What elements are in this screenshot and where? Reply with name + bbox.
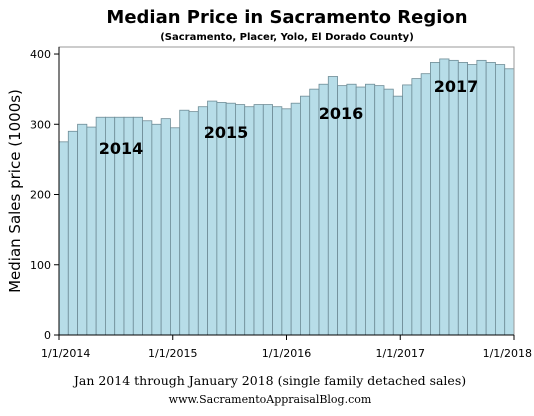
- y-tick-label: 400: [30, 48, 51, 61]
- bar-2016-01: [281, 108, 292, 336]
- bar-2014-01: [58, 141, 69, 336]
- bars: [58, 58, 515, 336]
- bar-2017-02: [402, 84, 413, 336]
- bar-2016-02: [290, 102, 301, 336]
- y-tick-label: 300: [30, 118, 51, 131]
- bar-2017-04: [420, 73, 431, 336]
- bar-2016-03: [300, 95, 311, 336]
- y-tick-label: 0: [44, 329, 51, 342]
- source-url: www.SacramentoAppraisalBlog.com: [169, 393, 372, 406]
- x-axis-caption: Jan 2014 through January 2018 (single fa…: [72, 373, 466, 388]
- bar-2014-02: [67, 130, 78, 336]
- bar-2017-05: [430, 62, 441, 336]
- bar-2016-10: [365, 83, 376, 336]
- bar-2017-10: [476, 59, 487, 336]
- year-annotation-2017: 2017: [434, 77, 479, 96]
- chart-title: Median Price in Sacramento Region: [106, 7, 467, 28]
- x-tick-label: 1/1/2014: [41, 347, 90, 360]
- bar-2017-11: [485, 62, 496, 336]
- bar-2015-01: [170, 127, 181, 336]
- x-tick-label: 1/1/2015: [148, 347, 197, 360]
- bar-2014-04: [86, 126, 97, 336]
- chart-subtitle: (Sacramento, Placer, Yolo, El Dorado Cou…: [160, 32, 414, 43]
- bar-2017-01: [392, 95, 403, 336]
- bar-2017-09: [467, 64, 478, 336]
- y-axis-ticks: 0 100 200 300 400: [30, 48, 59, 342]
- y-axis-label: Median Sales price (1000s): [6, 89, 24, 293]
- y-tick-label: 200: [30, 189, 51, 202]
- bar-2016-12: [383, 88, 394, 336]
- x-axis-ticks: 1/1/2014 1/1/2015 1/1/2016 1/1/2017 1/1/2018: [41, 335, 532, 360]
- bar-2014-03: [77, 123, 88, 336]
- bar-2014-10: [142, 120, 153, 336]
- bar-2017-08: [457, 62, 468, 336]
- bar-2017-03: [411, 78, 422, 336]
- bar-2015-03: [188, 111, 199, 336]
- bar-2017-12: [495, 64, 506, 336]
- bar-2017-07: [448, 59, 459, 336]
- bar-2016-04: [309, 88, 320, 336]
- year-annotation-2015: 2015: [204, 123, 249, 142]
- bar-2014-12: [160, 118, 171, 336]
- bar-2015-10: [253, 104, 264, 336]
- bar-2016-11: [374, 85, 385, 336]
- bar-2016-07: [337, 85, 348, 336]
- x-tick-label: 1/1/2016: [262, 347, 311, 360]
- year-annotation-2014: 2014: [99, 139, 144, 158]
- x-tick-label: 1/1/2017: [376, 347, 425, 360]
- bar-2015-02: [179, 109, 190, 336]
- x-tick-label: 1/1/2018: [483, 347, 532, 360]
- bar-2014-11: [151, 123, 162, 336]
- bar-2016-09: [355, 86, 366, 336]
- y-tick-label: 100: [30, 259, 51, 272]
- bar-2015-11: [262, 104, 273, 336]
- year-annotation-2016: 2016: [319, 104, 364, 123]
- bar-2015-12: [272, 106, 283, 336]
- bar-2018-01: [504, 68, 515, 336]
- bar-2017-06: [439, 58, 450, 336]
